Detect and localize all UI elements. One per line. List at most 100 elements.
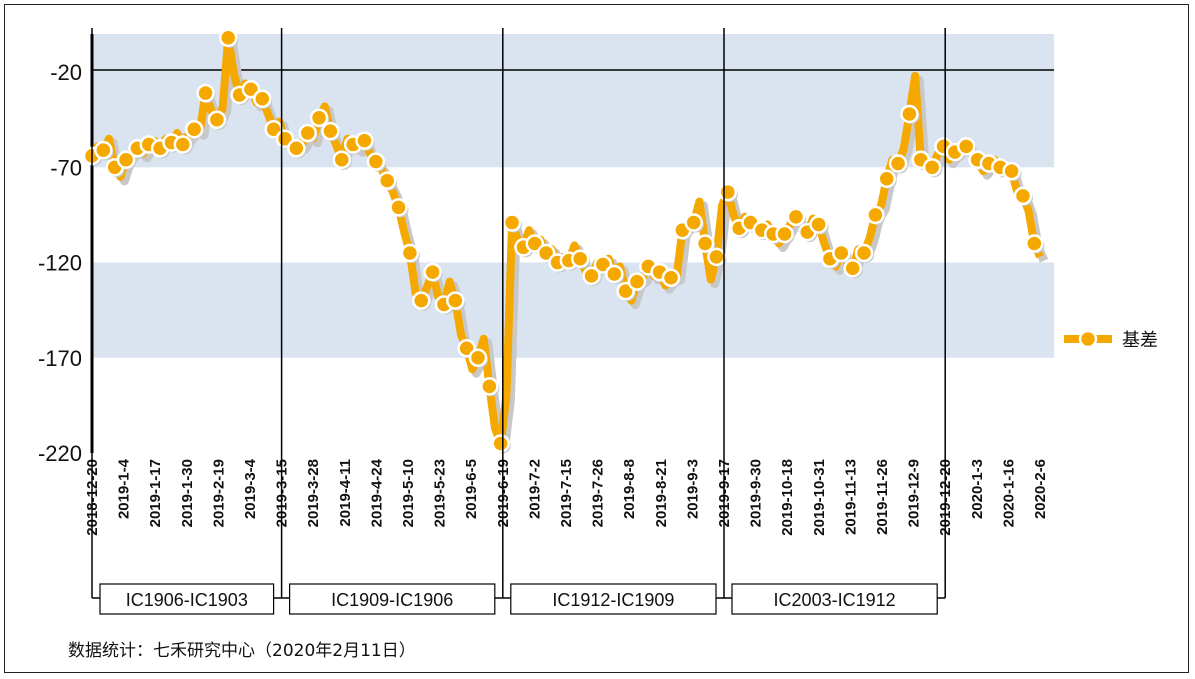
data-point xyxy=(446,291,465,310)
x-tick-label: 2019-1-4 xyxy=(116,458,133,519)
x-tick-label: 2019-7-2 xyxy=(526,459,543,519)
x-tick-label: 2019-10-18 xyxy=(779,459,796,536)
contract-box xyxy=(731,583,938,615)
data-point xyxy=(184,119,204,139)
contract-box xyxy=(289,583,496,615)
data-point xyxy=(695,234,715,253)
plot-bands xyxy=(92,34,1054,358)
contract-box xyxy=(510,583,717,615)
data-point xyxy=(1002,161,1021,181)
data-point xyxy=(480,377,499,396)
y-tick-label: -20 xyxy=(50,60,82,85)
x-tick-label: 2020-1-3 xyxy=(969,459,986,519)
data-point xyxy=(366,152,386,171)
data-point xyxy=(570,249,590,268)
x-tick-label: 2019-7-15 xyxy=(558,459,575,527)
data-point xyxy=(309,108,329,128)
contract-label: IC2003-IC1912 xyxy=(774,590,896,610)
data-point xyxy=(468,348,488,368)
x-tick-label: 2020-2-6 xyxy=(1032,459,1049,519)
footnote: 数据统计：七禾研究中心（2020年2月11日） xyxy=(68,641,416,661)
data-point xyxy=(298,123,317,143)
data-point xyxy=(400,243,420,263)
data-point xyxy=(502,213,522,232)
data-point xyxy=(287,139,306,158)
x-tick-label: 2019-5-10 xyxy=(400,459,417,527)
data-point xyxy=(922,158,942,177)
x-tick-label: 2019-1-17 xyxy=(147,459,164,527)
data-point xyxy=(888,154,908,173)
x-tick-label: 2019-6-5 xyxy=(463,459,480,519)
data-point xyxy=(411,291,431,310)
contract-label: IC1912-IC1909 xyxy=(552,590,674,610)
x-tick-label: 2019-4-24 xyxy=(368,458,385,527)
data-point xyxy=(253,89,272,109)
contract-box xyxy=(99,583,275,615)
x-tick-label: 2019-8-8 xyxy=(621,459,638,519)
data-point xyxy=(956,137,976,156)
x-tick-label: 2019-11-13 xyxy=(842,459,859,535)
data-point xyxy=(718,182,738,202)
data-point xyxy=(832,243,851,263)
x-tick-label: 2019-3-4 xyxy=(242,458,259,519)
data-point xyxy=(775,224,794,244)
data-point xyxy=(900,104,919,124)
data-point xyxy=(423,262,442,282)
data-point xyxy=(843,259,862,278)
x-tick-label: 2019-2-19 xyxy=(210,459,227,527)
data-point xyxy=(94,140,113,160)
data-point xyxy=(854,243,874,263)
data-point xyxy=(173,135,193,154)
data-point xyxy=(116,150,136,169)
data-point xyxy=(605,264,624,284)
data-point xyxy=(389,198,408,217)
data-point xyxy=(866,205,885,225)
x-tick-label: 2019-1-30 xyxy=(179,459,196,527)
y-tick-label: -220 xyxy=(38,441,82,466)
x-tick-label: 2019-4-11 xyxy=(337,459,354,527)
data-point xyxy=(332,150,352,169)
x-tick-label: 2019-8-21 xyxy=(653,459,670,527)
x-tick-label: 2019-10-31 xyxy=(811,459,828,536)
contract-boundaries xyxy=(91,28,946,598)
x-tick-label: 2019-7-26 xyxy=(590,459,607,527)
x-tick-label: 2019-12-9 xyxy=(906,459,923,527)
legend-label: 基差 xyxy=(1122,330,1158,351)
y-tick-label: -120 xyxy=(38,251,82,276)
y-tick-label: -170 xyxy=(38,346,82,371)
x-tick-label: 2019-9-30 xyxy=(748,459,765,527)
data-point xyxy=(491,434,510,453)
data-point xyxy=(684,213,703,232)
x-tick-label: 2020-1-16 xyxy=(1000,459,1017,527)
x-tick-label: 2019-3-28 xyxy=(305,459,322,527)
data-point xyxy=(196,83,215,103)
data-point xyxy=(1025,234,1044,253)
contract-labels: IC1906-IC1903 IC1909-IC1906 IC1912-IC1909 I… xyxy=(92,583,946,615)
data-point xyxy=(355,131,374,150)
x-tick-label: 2019-11-26 xyxy=(874,459,891,535)
data-point xyxy=(1013,186,1033,206)
data-point xyxy=(627,272,647,291)
legend-marker xyxy=(1078,329,1098,349)
x-axis: 2018-12-202019-1-42019-1-172019-1-302019… xyxy=(84,458,1049,535)
data-point xyxy=(321,121,340,141)
y-axis: -20 -70 -120 -170 -220 xyxy=(38,34,94,466)
data-point xyxy=(786,207,806,227)
data-point xyxy=(207,110,227,129)
legend: 基差 xyxy=(1064,329,1158,351)
y-tick-label: -70 xyxy=(50,155,82,180)
data-point xyxy=(218,28,238,48)
data-point xyxy=(809,215,828,234)
series-markers xyxy=(82,28,1045,454)
contract-label: IC1906-IC1903 xyxy=(126,590,248,610)
data-point xyxy=(707,247,726,267)
data-point xyxy=(582,266,601,286)
data-point xyxy=(877,169,896,188)
x-tick-label: 2019-5-23 xyxy=(432,459,449,527)
contract-label: IC1909-IC1906 xyxy=(331,590,453,610)
data-point xyxy=(661,268,681,288)
data-point xyxy=(377,171,397,190)
x-tick-label: 2019-9-3 xyxy=(684,459,701,519)
plot-band xyxy=(92,262,1054,358)
